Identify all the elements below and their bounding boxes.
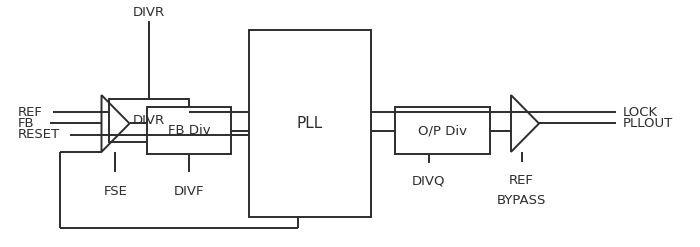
Text: REF: REF — [18, 106, 43, 119]
Text: DIVR: DIVR — [133, 6, 164, 19]
Text: BYPASS: BYPASS — [497, 194, 546, 207]
Bar — [147, 107, 231, 154]
Bar — [108, 99, 189, 142]
Text: PLLOUT: PLLOUT — [623, 117, 673, 130]
Text: PLL: PLL — [297, 116, 323, 131]
Text: DIVQ: DIVQ — [412, 174, 445, 187]
Text: REF: REF — [509, 174, 534, 187]
Text: O/P Div: O/P Div — [418, 124, 467, 137]
Text: FSE: FSE — [104, 185, 127, 198]
Bar — [248, 30, 371, 217]
Text: DIVF: DIVF — [174, 185, 204, 198]
Text: FB: FB — [18, 117, 34, 130]
Text: LOCK: LOCK — [623, 106, 658, 119]
Bar — [395, 107, 490, 154]
Text: RESET: RESET — [18, 128, 60, 141]
Text: DIVR: DIVR — [133, 114, 164, 127]
Text: FB Div: FB Div — [168, 124, 210, 137]
